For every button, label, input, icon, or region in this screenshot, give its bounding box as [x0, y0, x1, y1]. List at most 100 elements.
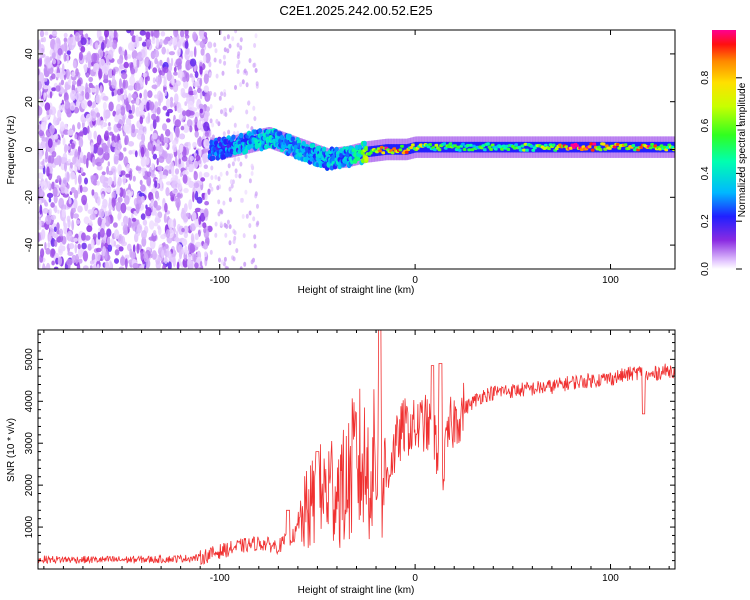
heatmap-speckle [64, 222, 68, 233]
heatmap-speckle [45, 247, 51, 255]
heatmap-speckle [68, 75, 72, 86]
heatmap-ridge-blob [301, 140, 306, 147]
heatmap-speckle [38, 199, 42, 205]
heatmap-speckle [104, 261, 109, 269]
heatmap-speckle [88, 76, 94, 82]
heatmap-speckle [81, 232, 86, 241]
colorbar: 0.0 0.2 0.4 0.6 0.8 Normalized spectral ampl… [700, 30, 748, 276]
heatmap-speckle [42, 207, 49, 214]
heatmap-speckle [83, 216, 90, 225]
heatmap-ridge-blob [210, 155, 216, 161]
heatmap-speckle [77, 150, 80, 160]
heatmap-speckle [123, 147, 127, 152]
heatmap-ridge-band [364, 147, 368, 158]
heatmap-speckle [131, 35, 137, 43]
heatmap-speckle [146, 150, 150, 159]
heatmap-speckle [185, 212, 190, 217]
heatmap-speckle [239, 82, 243, 88]
heatmap-speckle [195, 40, 201, 46]
heatmap-ridge-blob [437, 148, 442, 152]
heatmap-ridge-band [527, 141, 530, 153]
heatmap-speckle [56, 117, 60, 125]
heatmap-speckle [213, 92, 217, 98]
heatmap-ridge-band [467, 141, 471, 153]
heatmap-speckle [38, 172, 44, 179]
heatmap-ridge-blob [279, 134, 285, 140]
heatmap-speckle [91, 189, 95, 196]
heatmap-speckle [198, 135, 202, 147]
heatmap-speckle [234, 85, 237, 90]
heatmap-speckle [101, 171, 106, 176]
heatmap-ridge-blob [589, 142, 594, 146]
heatmap-speckle [52, 58, 57, 65]
heatmap-ridge-blob [364, 155, 369, 161]
heatmap-speckle [135, 34, 139, 44]
heatmap-speckle [111, 191, 116, 200]
heatmap-speckle [113, 135, 118, 143]
heatmap-speckle [104, 251, 108, 260]
heatmap-speckle [166, 70, 172, 82]
heatmap-speckle [160, 178, 163, 189]
heatmap-speckle [157, 211, 163, 219]
heatmap-speckle [194, 207, 202, 213]
heatmap-speckle [45, 262, 51, 269]
heatmap-speckle [165, 137, 169, 144]
heatmap-speckle [189, 243, 195, 254]
heatmap-speckle [182, 110, 187, 117]
heatmap-speckle [115, 201, 122, 212]
heatmap-speckle [54, 239, 58, 247]
heatmap-speckle [179, 30, 185, 38]
heatmap-speckle [113, 240, 117, 247]
heatmap-speckle [234, 173, 238, 179]
heatmap-speckle [152, 67, 158, 74]
snr-x-ticks: -100 0 100 [43, 330, 670, 584]
heatmap-speckle [232, 256, 236, 262]
heatmap-x-axis-label: Height of straight line (km) [298, 285, 415, 296]
heatmap-speckle [234, 168, 238, 174]
heatmap-speckle [163, 38, 169, 45]
heatmap-speckle [44, 55, 51, 66]
heatmap-speckle [74, 243, 78, 254]
heatmap-speckle [165, 129, 171, 137]
heatmap-x-tick-label: -100 [210, 275, 230, 286]
heatmap-speckle [99, 36, 102, 42]
heatmap-speckle [222, 54, 226, 60]
heatmap-speckle [198, 30, 205, 38]
heatmap-speckle [69, 162, 73, 169]
heatmap-speckle [190, 155, 194, 162]
heatmap-speckle [139, 92, 143, 99]
heatmap-speckle [96, 112, 101, 118]
heatmap-speckle [127, 85, 134, 91]
heatmap-speckle [66, 258, 73, 266]
heatmap-speckle [134, 128, 139, 134]
heatmap-speckle [131, 104, 135, 115]
heatmap-speckle [174, 105, 178, 112]
heatmap-speckle [214, 232, 218, 238]
heatmap-speckle [53, 266, 59, 269]
heatmap-ridge-blob [398, 148, 403, 152]
heatmap-speckle [139, 110, 145, 116]
heatmap-speckle [77, 163, 81, 171]
heatmap-speckle [43, 85, 49, 90]
heatmap-speckle [204, 251, 208, 258]
heatmap-speckle [87, 125, 90, 134]
heatmap-speckle [113, 68, 116, 76]
heatmap-speckle [166, 250, 172, 259]
heatmap-speckle [122, 115, 125, 125]
heatmap-speckle [58, 104, 63, 111]
heatmap-speckle [182, 258, 189, 268]
heatmap-speckle [154, 190, 160, 200]
heatmap-speckle [203, 208, 209, 218]
heatmap-speckle [78, 258, 83, 264]
heatmap-speckle [233, 230, 237, 236]
heatmap-speckle [58, 197, 65, 209]
heatmap-speckle [72, 80, 77, 86]
heatmap-speckle [101, 41, 105, 51]
heatmap-speckle [130, 99, 136, 104]
heatmap-speckle [153, 30, 159, 38]
heatmap-speckle [178, 133, 185, 140]
heatmap-speckle [48, 234, 52, 242]
heatmap-speckle [155, 37, 160, 49]
heatmap-speckle [86, 72, 90, 78]
heatmap-speckle [39, 30, 45, 38]
